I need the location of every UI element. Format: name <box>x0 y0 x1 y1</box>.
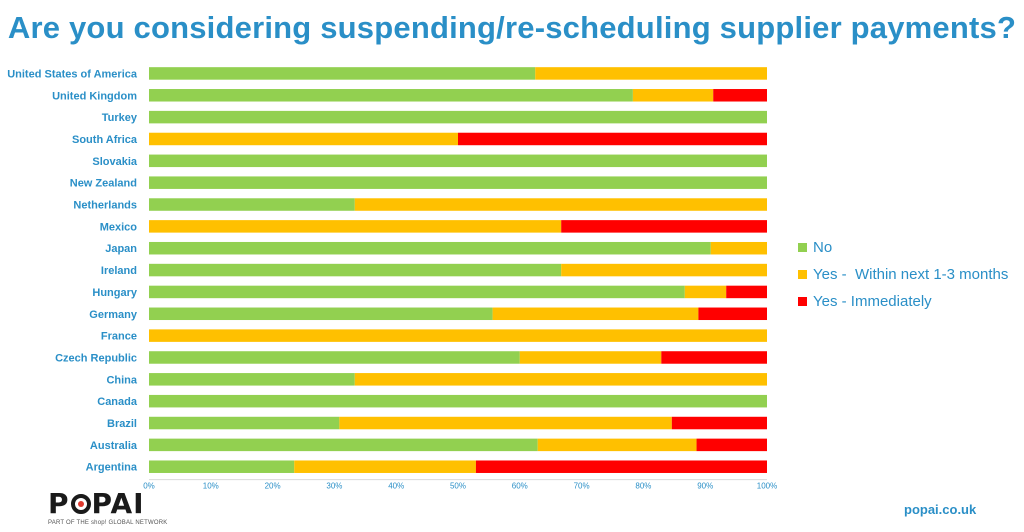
legend-swatch-immediately <box>798 296 807 306</box>
bar-czech-republic-series-2 <box>661 351 767 364</box>
category-label-new-zealand: New Zealand <box>70 178 137 190</box>
category-label-slovakia: Slovakia <box>92 156 138 168</box>
bar-canada-series-0 <box>149 394 767 408</box>
bar-south-africa-series-2 <box>458 132 767 146</box>
bar-germany-series-0 <box>149 307 493 321</box>
bar-japan-series-1 <box>710 241 767 255</box>
bar-netherlands-series-0 <box>149 198 355 211</box>
bar-argentina-series-1 <box>294 460 476 473</box>
bar-united-kingdom-series-2 <box>713 89 767 102</box>
bar-hungary-series-0 <box>149 285 685 299</box>
bar-argentina-series-2 <box>475 460 767 473</box>
category-label-australia: Australia <box>90 440 138 452</box>
legend-label-no: No <box>813 238 833 256</box>
category-label-czech-republic: Czech Republic <box>55 352 137 364</box>
website-link[interactable]: popai.co.uk <box>904 502 977 517</box>
bar-brazil-series-0 <box>149 416 340 430</box>
bar-slovakia-series-0 <box>149 154 767 168</box>
legend-item-immediately: Yes - Immediately <box>798 292 1008 310</box>
x-tick-label: 50% <box>450 482 466 491</box>
x-tick-label: 10% <box>203 482 219 491</box>
bar-australia-series-0 <box>149 438 538 452</box>
bar-brazil-series-2 <box>671 416 767 430</box>
bar-south-africa-series-1 <box>149 132 458 146</box>
bar-czech-republic-series-1 <box>519 351 662 364</box>
category-label-south-africa: South Africa <box>72 134 138 146</box>
bar-netherlands-series-1 <box>354 198 767 211</box>
legend-label-within-1-3-months: Yes - Within next 1-3 months <box>813 265 1009 283</box>
bar-turkey-series-0 <box>149 110 767 124</box>
bar-ireland-series-1 <box>561 263 767 277</box>
bar-argentina-series-0 <box>149 460 295 473</box>
bar-mexico-series-1 <box>149 220 562 233</box>
bar-hungary-series-2 <box>726 285 767 299</box>
bar-mexico-series-2 <box>561 220 767 233</box>
category-label-netherlands: Netherlands <box>73 200 137 212</box>
bar-china-series-0 <box>149 373 355 386</box>
category-label-ireland: Ireland <box>101 265 137 277</box>
bar-united-kingdom-series-0 <box>149 89 633 102</box>
x-tick-label: 70% <box>574 482 590 491</box>
category-label-france: France <box>101 331 137 343</box>
bar-japan-series-0 <box>149 241 711 255</box>
category-label-united-states-of-america: United States of America <box>7 68 138 80</box>
category-label-hungary: Hungary <box>92 287 138 299</box>
bar-hungary-series-1 <box>684 285 727 299</box>
x-tick-label: 0% <box>143 482 155 491</box>
category-label-china: China <box>106 374 137 386</box>
legend-swatch-no <box>798 242 807 252</box>
bar-united-kingdom-series-1 <box>632 89 714 102</box>
bar-china-series-1 <box>354 373 767 386</box>
bar-czech-republic-series-0 <box>149 351 520 364</box>
bar-united-states-of-america-series-1 <box>535 67 767 80</box>
bar-brazil-series-1 <box>339 416 672 430</box>
category-label-argentina: Argentina <box>86 462 138 474</box>
chart-title: Are you considering suspending/re-schedu… <box>7 10 1017 45</box>
x-tick-label: 60% <box>512 482 528 491</box>
popai-logo-tagline: PART OF THE shop! GLOBAL NETWORK <box>48 520 168 526</box>
bar-australia-series-2 <box>696 438 767 452</box>
bar-ireland-series-0 <box>149 263 562 277</box>
legend-item-within-1-3-months: Yes - Within next 1-3 months <box>798 265 1008 283</box>
chart-legend: No Yes - Within next 1-3 months Yes - Im… <box>798 238 1008 319</box>
x-tick-label: 100% <box>757 482 777 491</box>
bar-new-zealand-series-0 <box>149 176 767 189</box>
category-label-germany: Germany <box>89 309 138 321</box>
x-tick-label: 20% <box>265 482 281 491</box>
category-label-japan: Japan <box>105 243 137 255</box>
category-label-turkey: Turkey <box>102 112 138 124</box>
bar-germany-series-2 <box>698 307 767 321</box>
category-label-united-kingdom: United Kingdom <box>52 90 137 102</box>
bar-germany-series-1 <box>492 307 699 321</box>
bar-australia-series-1 <box>537 438 697 452</box>
category-label-canada: Canada <box>97 396 138 408</box>
category-label-brazil: Brazil <box>107 418 137 430</box>
legend-label-immediately: Yes - Immediately <box>813 292 932 310</box>
x-tick-label: 40% <box>388 482 404 491</box>
popai-logo: P PAI PART OF THE shop! GLOBAL NETWORK <box>48 490 188 530</box>
bar-france-series-1 <box>149 329 767 342</box>
category-label-mexico: Mexico <box>100 221 138 233</box>
legend-item-no: No <box>798 238 1008 256</box>
popai-logo-mark: P PAI <box>48 487 145 520</box>
x-tick-label: 80% <box>635 482 651 491</box>
legend-swatch-within-1-3-months <box>798 269 807 279</box>
bar-united-states-of-america-series-0 <box>149 67 536 80</box>
x-tick-label: 30% <box>326 482 342 491</box>
x-tick-label: 90% <box>697 482 713 491</box>
